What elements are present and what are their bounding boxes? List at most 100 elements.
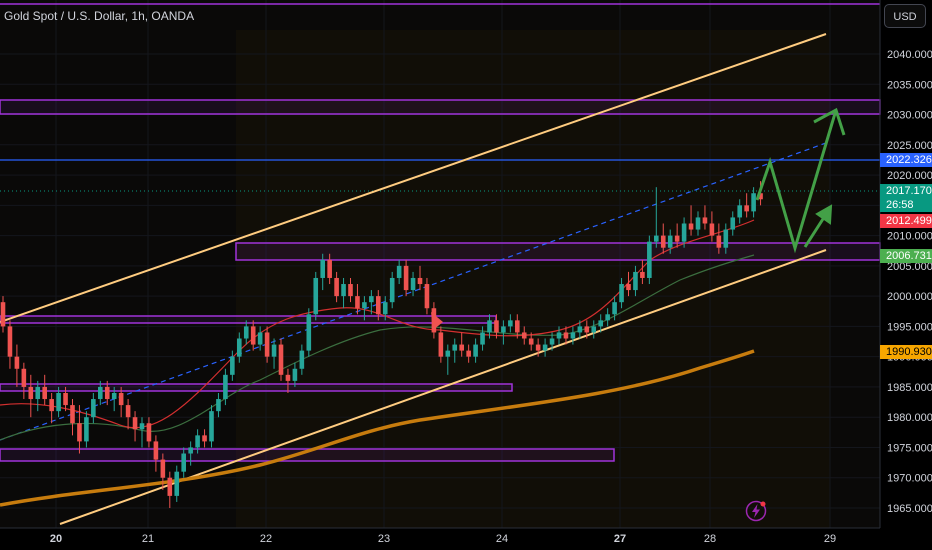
y-tick-label-14: 1970.000 bbox=[887, 473, 932, 485]
zone-support-upper bbox=[235, 242, 881, 261]
candle-body-98 bbox=[681, 223, 687, 242]
candle-body-82 bbox=[570, 332, 576, 339]
candle-body-13 bbox=[91, 399, 96, 418]
x-tick-label-0: 20 bbox=[50, 533, 62, 545]
candle-body-12 bbox=[84, 417, 89, 442]
candle-body-26 bbox=[181, 453, 186, 472]
last-price-value: 2017.170 bbox=[886, 185, 932, 197]
candle-body-75 bbox=[521, 332, 527, 339]
candle-body-16 bbox=[111, 392, 117, 400]
candle-body-76 bbox=[528, 338, 534, 345]
candle-body-72 bbox=[501, 326, 506, 333]
candle-body-100 bbox=[695, 217, 701, 230]
candle-body-83 bbox=[577, 326, 583, 333]
y-tick-label-2: 2030.000 bbox=[887, 110, 932, 122]
candle-body-4 bbox=[28, 386, 34, 400]
candle-body-108 bbox=[751, 193, 756, 212]
candle-body-31 bbox=[216, 399, 221, 412]
x-tick-label-2: 22 bbox=[260, 533, 272, 545]
candle-body-50 bbox=[348, 284, 353, 297]
candle-body-17 bbox=[118, 392, 124, 406]
candle-body-90 bbox=[626, 284, 631, 291]
candle-body-28 bbox=[195, 435, 200, 448]
candle-body-92 bbox=[640, 271, 645, 278]
candle-body-64 bbox=[445, 350, 451, 357]
candle-body-57 bbox=[396, 265, 402, 278]
green-ma-value: 2006.731 bbox=[886, 250, 932, 262]
candle-body-38 bbox=[264, 332, 270, 357]
candle-body-87 bbox=[605, 314, 610, 321]
candle-body-60 bbox=[417, 277, 423, 285]
zone-left-lower bbox=[0, 383, 513, 392]
candle-body-30 bbox=[209, 411, 214, 442]
projection-arrowhead-lower bbox=[815, 204, 833, 225]
candle-body-46 bbox=[320, 259, 325, 278]
candle-body-94 bbox=[654, 235, 659, 242]
candle-body-40 bbox=[278, 344, 284, 375]
y-tick-label-4: 2020.000 bbox=[887, 170, 932, 182]
candle-body-53 bbox=[369, 296, 374, 303]
projection-zigzag bbox=[755, 109, 838, 254]
lightning-icon[interactable] bbox=[745, 500, 767, 522]
candle-body-25 bbox=[174, 471, 180, 496]
orange-ma-value: 1990.930 bbox=[886, 346, 932, 358]
candle-body-102 bbox=[709, 223, 715, 236]
candle-body-1 bbox=[7, 326, 13, 357]
last-price-badge: 2017.170 26:58 bbox=[880, 184, 932, 212]
candle-body-22 bbox=[153, 441, 159, 460]
candle-body-29 bbox=[202, 435, 207, 442]
y-tick-label-3: 2025.000 bbox=[887, 140, 932, 152]
candle-body-21 bbox=[146, 423, 152, 442]
candle-body-81 bbox=[563, 332, 569, 339]
candle-body-85 bbox=[591, 326, 597, 333]
x-tick-label-4: 24 bbox=[496, 533, 508, 545]
candle-body-78 bbox=[542, 344, 548, 351]
candle-body-77 bbox=[535, 344, 541, 351]
candle-body-2 bbox=[14, 356, 20, 369]
y-tick-label-6: 2010.000 bbox=[887, 231, 932, 243]
candle-body-73 bbox=[508, 320, 513, 327]
projection-arrows[interactable] bbox=[431, 107, 846, 330]
candle-body-20 bbox=[139, 423, 145, 430]
candle-body-66 bbox=[459, 344, 464, 351]
candle-body-47 bbox=[327, 259, 332, 278]
candle-body-7 bbox=[49, 399, 54, 412]
candle-body-58 bbox=[403, 265, 409, 291]
y-tick-label-0: 2040.000 bbox=[887, 49, 932, 61]
candle-body-35 bbox=[243, 326, 249, 339]
candle-body-3 bbox=[21, 368, 27, 387]
candle-body-99 bbox=[688, 223, 694, 230]
candle-body-34 bbox=[237, 338, 242, 357]
y-tick-label-7: 2005.000 bbox=[887, 261, 932, 273]
x-tick-label-1: 21 bbox=[142, 533, 154, 545]
candle-body-27 bbox=[188, 447, 193, 454]
y-tick-label-1: 2035.000 bbox=[887, 79, 932, 91]
y-tick-label-13: 1975.000 bbox=[887, 442, 932, 454]
candle-body-32 bbox=[223, 374, 228, 400]
candle-body-55 bbox=[382, 302, 388, 315]
candle-body-48 bbox=[334, 277, 339, 297]
candle-body-44 bbox=[306, 314, 312, 351]
candlestick-series bbox=[0, 181, 763, 508]
candle-body-24 bbox=[167, 477, 173, 496]
candle-body-41 bbox=[285, 374, 291, 381]
candle-body-52 bbox=[362, 302, 367, 309]
y-tick-label-15: 1965.000 bbox=[887, 503, 932, 515]
candle-body-91 bbox=[633, 271, 638, 291]
y-tick-label-8: 2000.000 bbox=[887, 291, 932, 303]
candle-body-104 bbox=[723, 229, 729, 248]
candle-body-49 bbox=[341, 284, 346, 297]
candle-body-69 bbox=[480, 332, 485, 345]
red-ma-badge: 2012.499 bbox=[880, 214, 932, 228]
red-marker-arrow bbox=[431, 312, 443, 330]
x-tick-label-7: 29 bbox=[824, 533, 836, 545]
candle-body-9 bbox=[63, 392, 68, 406]
candle-body-65 bbox=[452, 344, 458, 351]
candle-body-84 bbox=[584, 326, 590, 333]
x-tick-label-3: 23 bbox=[378, 533, 390, 545]
candle-body-33 bbox=[230, 356, 235, 375]
candle-body-59 bbox=[410, 277, 416, 291]
currency-button[interactable]: USD bbox=[884, 4, 926, 28]
zone-left-mid bbox=[0, 315, 497, 324]
